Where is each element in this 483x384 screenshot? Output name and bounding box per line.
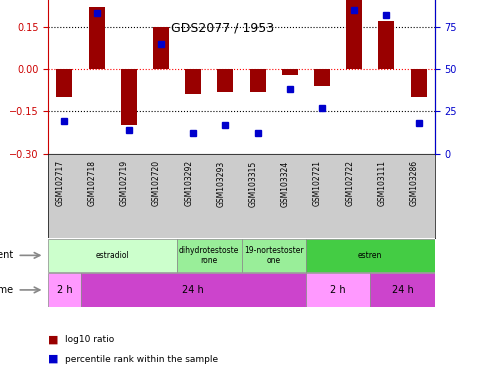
Text: estren: estren — [358, 251, 383, 260]
Text: agent: agent — [0, 250, 14, 260]
Bar — [242, 239, 306, 272]
Bar — [177, 239, 242, 272]
Bar — [81, 273, 306, 306]
Bar — [306, 239, 435, 272]
Text: estradiol: estradiol — [96, 251, 129, 260]
Bar — [153, 27, 169, 69]
Bar — [48, 273, 81, 306]
Text: log10 ratio: log10 ratio — [65, 335, 114, 344]
Text: GSM102721: GSM102721 — [313, 161, 322, 206]
Text: 19-nortestoster
one: 19-nortestoster one — [244, 246, 303, 265]
Text: time: time — [0, 285, 14, 295]
Text: ■: ■ — [48, 354, 59, 364]
Text: 2 h: 2 h — [57, 285, 72, 295]
Bar — [314, 69, 330, 86]
Text: percentile rank within the sample: percentile rank within the sample — [65, 354, 218, 364]
Text: GDS2077 / 1953: GDS2077 / 1953 — [170, 21, 274, 34]
Bar — [282, 69, 298, 75]
Text: GSM102719: GSM102719 — [120, 161, 129, 207]
Bar — [185, 69, 201, 94]
Text: 24 h: 24 h — [182, 285, 204, 295]
Text: GSM103292: GSM103292 — [184, 161, 193, 207]
Text: GSM103293: GSM103293 — [216, 161, 226, 207]
Text: 24 h: 24 h — [392, 285, 413, 295]
Bar — [411, 69, 426, 97]
Text: GSM102718: GSM102718 — [87, 161, 97, 206]
Text: GSM102717: GSM102717 — [56, 161, 64, 207]
Bar — [346, 0, 362, 69]
Bar — [121, 69, 137, 126]
Text: GSM102722: GSM102722 — [345, 161, 354, 206]
Text: GSM103111: GSM103111 — [377, 161, 386, 206]
Bar — [57, 69, 72, 97]
Bar — [378, 21, 395, 69]
Text: 2 h: 2 h — [330, 285, 346, 295]
Text: GSM103324: GSM103324 — [281, 161, 290, 207]
Text: GSM103315: GSM103315 — [249, 161, 257, 207]
Text: dihydrotestoste
rone: dihydrotestoste rone — [179, 246, 240, 265]
Text: ■: ■ — [48, 335, 59, 345]
Text: GSM102720: GSM102720 — [152, 161, 161, 207]
Bar — [250, 69, 266, 92]
Bar — [88, 7, 105, 69]
Bar — [48, 239, 177, 272]
Bar — [370, 273, 435, 306]
Bar — [217, 69, 233, 92]
Text: GSM103286: GSM103286 — [410, 161, 419, 207]
Bar — [306, 273, 370, 306]
